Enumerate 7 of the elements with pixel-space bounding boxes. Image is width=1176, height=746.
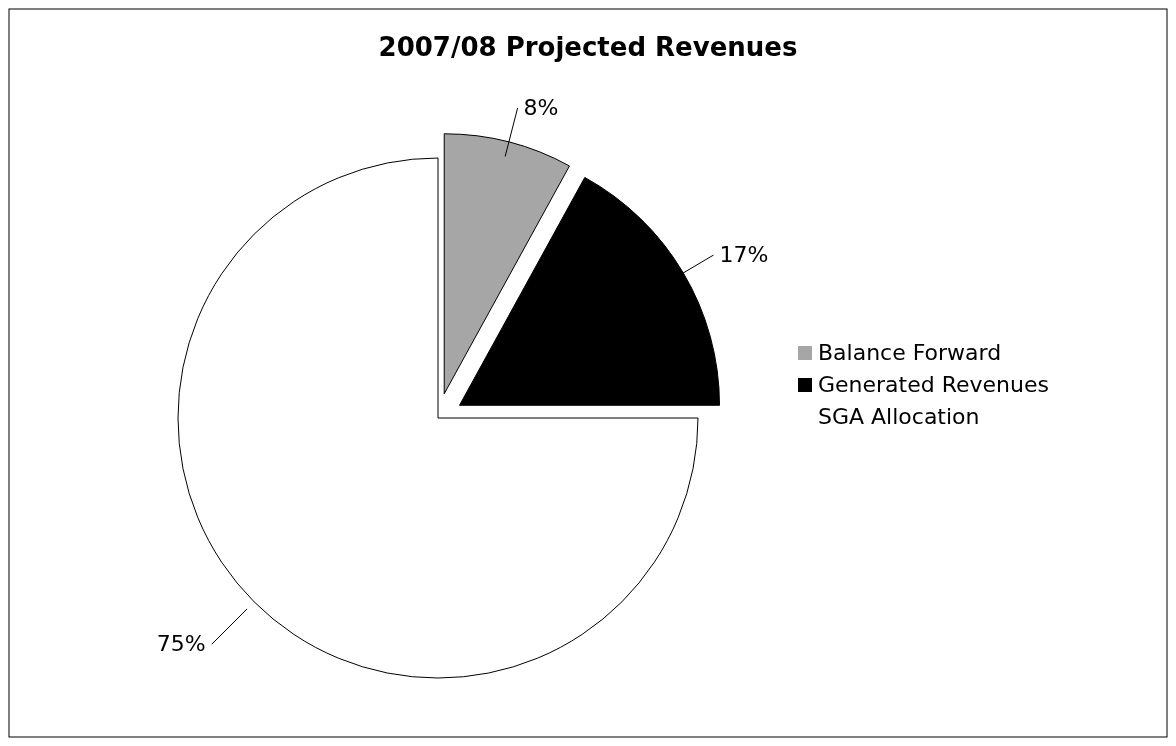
legend-label: Balance Forward xyxy=(818,340,1002,365)
data-label: 17% xyxy=(719,242,769,268)
chart-title: 2007/08 Projected Revenues xyxy=(378,32,798,62)
legend-label: Generated Revenues xyxy=(818,372,1049,397)
data-label: 75% xyxy=(156,631,206,657)
data-label: 8% xyxy=(523,95,559,121)
slice-label: SGA Allocation xyxy=(818,404,980,429)
